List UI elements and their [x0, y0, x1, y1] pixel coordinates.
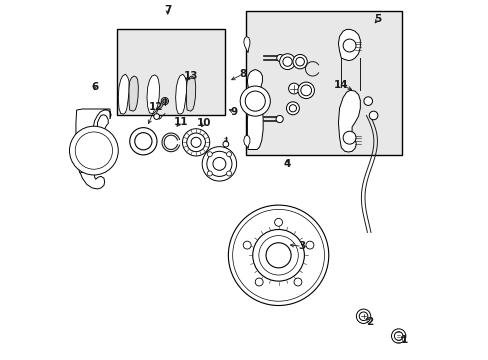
- Circle shape: [228, 205, 328, 306]
- Circle shape: [207, 171, 212, 176]
- Circle shape: [243, 241, 251, 249]
- Text: 6: 6: [91, 82, 98, 92]
- Circle shape: [258, 235, 298, 275]
- Circle shape: [282, 57, 292, 66]
- Circle shape: [276, 116, 283, 123]
- Circle shape: [226, 152, 231, 157]
- Circle shape: [305, 241, 313, 249]
- Text: 2: 2: [365, 317, 372, 327]
- Circle shape: [292, 54, 306, 69]
- Circle shape: [75, 132, 112, 169]
- Polygon shape: [338, 90, 360, 152]
- Polygon shape: [76, 109, 111, 189]
- Polygon shape: [129, 76, 138, 111]
- Circle shape: [276, 54, 284, 62]
- Circle shape: [191, 137, 201, 147]
- Circle shape: [288, 83, 299, 94]
- Circle shape: [202, 147, 236, 181]
- Text: 8: 8: [239, 69, 246, 79]
- Text: 4: 4: [283, 159, 290, 169]
- Text: 13: 13: [184, 71, 198, 81]
- Text: 1: 1: [400, 334, 407, 345]
- Bar: [246, 12, 402, 155]
- Text: 9: 9: [230, 107, 238, 117]
- Text: 12: 12: [148, 102, 163, 112]
- Circle shape: [391, 329, 405, 343]
- Circle shape: [363, 97, 372, 105]
- Circle shape: [206, 151, 231, 176]
- Polygon shape: [244, 135, 249, 148]
- Circle shape: [232, 210, 324, 301]
- Circle shape: [274, 219, 282, 226]
- Circle shape: [212, 157, 225, 170]
- Bar: [117, 30, 224, 116]
- Polygon shape: [247, 69, 263, 149]
- Circle shape: [207, 152, 212, 157]
- Circle shape: [359, 312, 367, 320]
- Circle shape: [135, 133, 152, 150]
- Polygon shape: [175, 74, 186, 114]
- Circle shape: [279, 54, 295, 69]
- Circle shape: [223, 141, 228, 147]
- Polygon shape: [118, 74, 129, 114]
- Text: 11: 11: [173, 117, 187, 127]
- Circle shape: [286, 102, 299, 115]
- Text: 7: 7: [164, 5, 171, 15]
- Circle shape: [297, 82, 314, 99]
- Circle shape: [343, 131, 355, 144]
- Circle shape: [226, 171, 231, 176]
- Polygon shape: [338, 30, 360, 60]
- Text: 14: 14: [333, 80, 348, 90]
- Circle shape: [265, 243, 290, 268]
- Circle shape: [368, 111, 377, 120]
- Text: 3: 3: [298, 241, 305, 251]
- Circle shape: [295, 57, 304, 66]
- Circle shape: [252, 229, 304, 281]
- Polygon shape: [186, 76, 195, 111]
- Circle shape: [161, 98, 168, 105]
- Circle shape: [69, 126, 118, 175]
- Text: 10: 10: [197, 118, 211, 128]
- Circle shape: [356, 309, 370, 323]
- Circle shape: [240, 86, 270, 116]
- Circle shape: [163, 99, 167, 103]
- Circle shape: [394, 332, 402, 340]
- Polygon shape: [244, 37, 249, 53]
- Circle shape: [153, 114, 159, 120]
- Circle shape: [244, 91, 265, 111]
- Circle shape: [293, 278, 301, 286]
- Polygon shape: [147, 75, 159, 114]
- Circle shape: [289, 105, 296, 112]
- Text: 5: 5: [373, 14, 381, 24]
- Circle shape: [129, 128, 157, 155]
- Polygon shape: [79, 160, 88, 173]
- Circle shape: [300, 85, 311, 96]
- Circle shape: [255, 278, 263, 286]
- Circle shape: [343, 39, 355, 52]
- Circle shape: [182, 129, 209, 156]
- Circle shape: [186, 133, 205, 152]
